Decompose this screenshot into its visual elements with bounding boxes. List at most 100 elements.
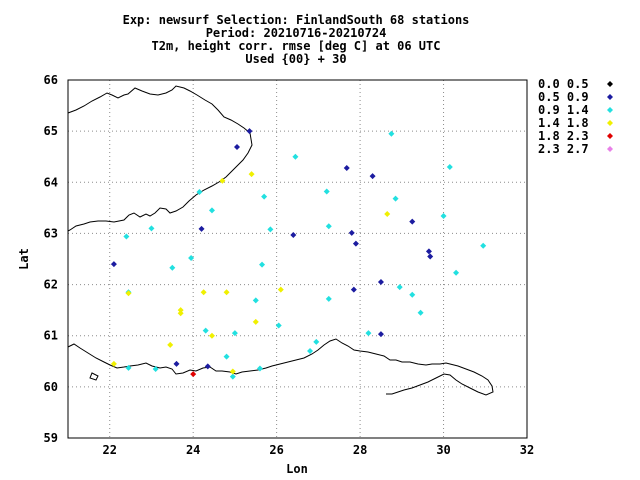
station-point bbox=[202, 327, 209, 334]
station-point bbox=[167, 341, 174, 348]
station-point bbox=[388, 130, 395, 137]
header-line-4: Used {00} + 30 bbox=[245, 52, 346, 66]
legend-marker bbox=[607, 94, 613, 100]
x-axis-label: Lon bbox=[286, 462, 308, 476]
y-tick-label: 61 bbox=[44, 329, 58, 343]
x-tick-label: 24 bbox=[186, 443, 200, 457]
station-point bbox=[223, 289, 230, 296]
station-point bbox=[343, 164, 350, 171]
station-point bbox=[223, 353, 230, 360]
station-point bbox=[290, 231, 297, 238]
station-point bbox=[259, 261, 266, 268]
station-point bbox=[190, 371, 197, 378]
station-point bbox=[377, 331, 384, 338]
station-point bbox=[261, 193, 268, 200]
station-point bbox=[177, 307, 184, 314]
station-point bbox=[246, 128, 253, 135]
header-line-3: T2m, height corr. rmse [deg C] at 06 UTC bbox=[152, 39, 441, 53]
station-point bbox=[177, 310, 184, 317]
station-point bbox=[365, 330, 372, 337]
station-point bbox=[427, 253, 434, 260]
axis-ticks: 22 24 26 28 30 32 59 60 61 62 63 64 65 66 bbox=[44, 73, 535, 457]
legend-label: 2.3 2.7 bbox=[538, 142, 589, 156]
y-tick-label: 66 bbox=[44, 73, 58, 87]
station-point bbox=[307, 348, 314, 355]
station-point bbox=[229, 368, 236, 375]
station-point bbox=[325, 295, 332, 302]
station-point bbox=[313, 338, 320, 345]
station-point bbox=[292, 153, 299, 160]
station-point bbox=[440, 213, 447, 220]
x-tick-label: 30 bbox=[436, 443, 450, 457]
plot-frame bbox=[67, 79, 528, 439]
station-point bbox=[377, 279, 384, 286]
coastline-gulf-of-finland bbox=[67, 338, 494, 396]
legend: 0.0 0.50.5 0.90.9 1.41.4 1.81.8 2.32.3 2… bbox=[538, 77, 613, 156]
station-point bbox=[173, 360, 180, 367]
station-point bbox=[198, 225, 205, 232]
station-point bbox=[125, 364, 132, 371]
legend-marker bbox=[607, 107, 613, 113]
station-point bbox=[417, 309, 424, 316]
header-line-2: Period: 20210716-20210724 bbox=[206, 26, 387, 40]
station-point bbox=[325, 223, 332, 230]
station-point bbox=[229, 373, 236, 380]
legend-marker bbox=[607, 133, 613, 139]
station-point bbox=[409, 218, 416, 225]
station-point bbox=[200, 289, 207, 296]
station-point bbox=[110, 360, 117, 367]
station-point bbox=[231, 330, 238, 337]
station-point bbox=[446, 163, 453, 170]
station-point bbox=[169, 264, 176, 271]
header-line-1: Exp: newsurf Selection: FinlandSouth 68 … bbox=[123, 13, 470, 27]
station-point bbox=[196, 189, 203, 196]
legend-label: 1.4 1.8 bbox=[538, 116, 589, 130]
station-point bbox=[252, 318, 259, 325]
coastline bbox=[67, 80, 494, 396]
y-tick-label: 60 bbox=[44, 380, 58, 394]
y-tick-label: 63 bbox=[44, 226, 58, 240]
x-tick-label: 26 bbox=[269, 443, 283, 457]
station-point bbox=[208, 332, 215, 339]
x-tick-label: 22 bbox=[103, 443, 117, 457]
legend-marker bbox=[607, 81, 613, 87]
station-point bbox=[425, 248, 432, 255]
coastline-island bbox=[89, 372, 99, 381]
station-point bbox=[350, 286, 357, 293]
legend-label: 1.8 2.3 bbox=[538, 129, 589, 143]
x-tick-label: 32 bbox=[520, 443, 534, 457]
station-point bbox=[256, 365, 263, 372]
station-point bbox=[208, 207, 215, 214]
station-point bbox=[369, 173, 376, 180]
y-tick-label: 62 bbox=[44, 278, 58, 292]
station-point bbox=[123, 233, 130, 240]
legend-label: 0.9 1.4 bbox=[538, 103, 589, 117]
station-point bbox=[323, 188, 330, 195]
station-point bbox=[348, 229, 355, 236]
y-axis-label: Lat bbox=[17, 248, 31, 270]
legend-marker bbox=[607, 146, 613, 152]
station-point bbox=[219, 177, 226, 184]
station-point bbox=[384, 210, 391, 217]
station-point bbox=[248, 171, 255, 178]
station-point bbox=[252, 297, 259, 304]
y-tick-label: 64 bbox=[44, 175, 58, 189]
station-points bbox=[110, 128, 487, 380]
station-point bbox=[110, 261, 117, 268]
station-point bbox=[275, 322, 282, 329]
legend-label: 0.0 0.5 bbox=[538, 77, 589, 91]
station-point bbox=[125, 290, 132, 297]
x-tick-label: 28 bbox=[353, 443, 367, 457]
station-point bbox=[392, 195, 399, 202]
y-tick-label: 59 bbox=[44, 431, 58, 445]
y-tick-label: 65 bbox=[44, 124, 58, 138]
station-point bbox=[352, 240, 359, 247]
station-point bbox=[188, 254, 195, 261]
legend-label: 0.5 0.9 bbox=[538, 90, 589, 104]
station-point bbox=[277, 286, 284, 293]
station-point bbox=[396, 284, 403, 291]
station-point bbox=[233, 143, 240, 150]
legend-marker bbox=[607, 120, 613, 126]
station-point bbox=[480, 242, 487, 249]
